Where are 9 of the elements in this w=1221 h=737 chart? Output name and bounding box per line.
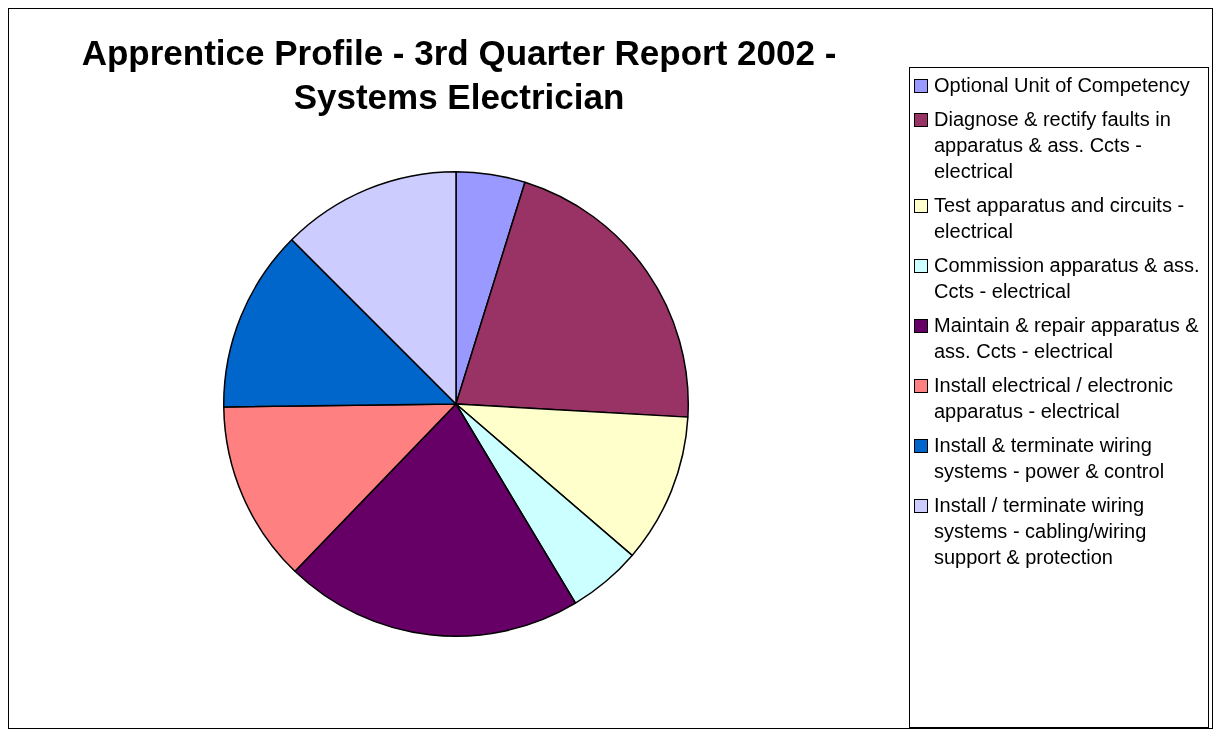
legend-label: Install & terminate wiring systems - power & control [934, 433, 1166, 484]
chart-title: Apprentice Profile - 3rd Quarter Report 2002 - Systems Electrician [80, 32, 838, 118]
legend-label: Install electrical / electronic apparatus - electrical [934, 373, 1174, 424]
legend-label: Install / terminate wiring systems - cabling/wiring support & protection [934, 493, 1148, 570]
legend-label: Optional Unit of Competency [934, 73, 1190, 98]
legend-label: Maintain & repair apparatus & ass. Ccts - electrical [934, 313, 1200, 364]
legend-label: Test apparatus and circuits - electrical [934, 193, 1186, 244]
legend-label: Diagnose & rectify faults in apparatus & ass. Ccts - electrical [934, 107, 1172, 184]
legend-label: Commission apparatus & ass. Ccts - electrical [934, 253, 1201, 304]
